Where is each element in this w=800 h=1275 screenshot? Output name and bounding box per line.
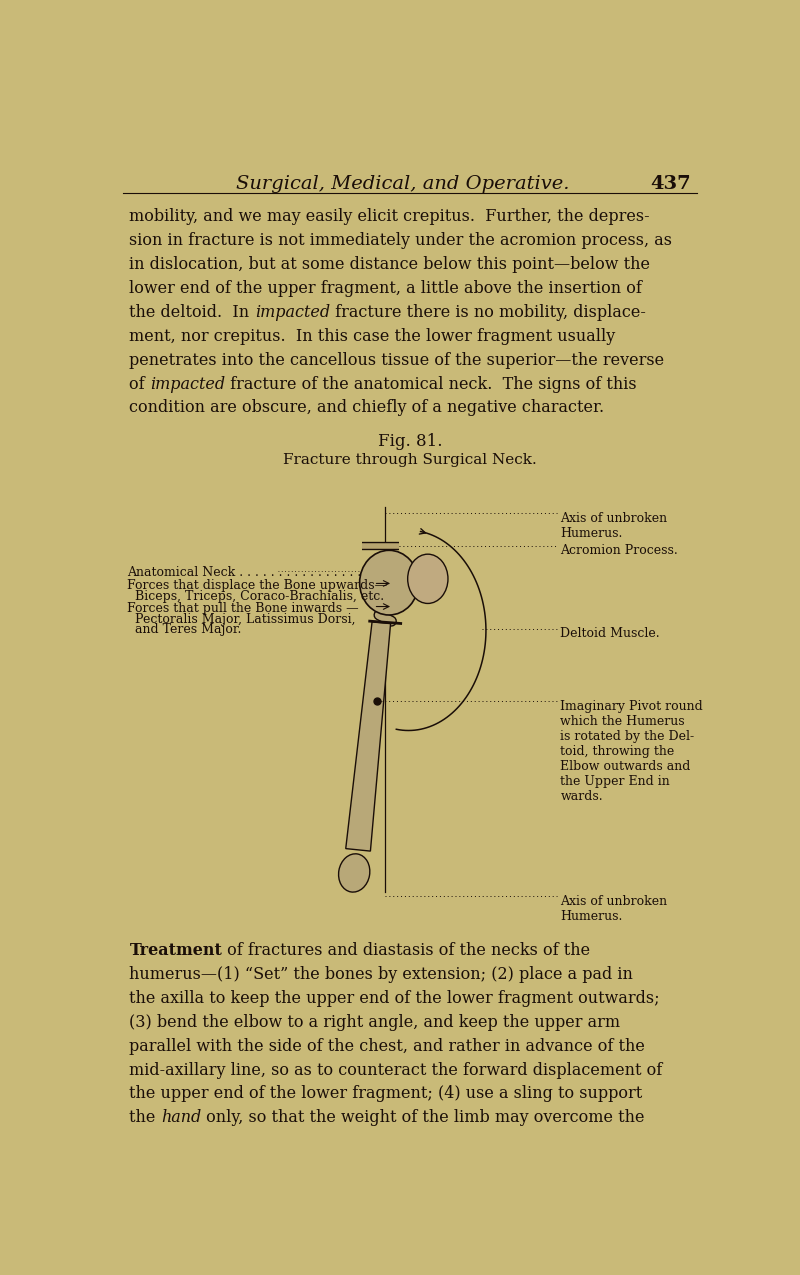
Text: Deltoid Muscle.: Deltoid Muscle. bbox=[560, 627, 660, 640]
Ellipse shape bbox=[408, 555, 448, 603]
Text: Acromion Process.: Acromion Process. bbox=[560, 544, 678, 557]
Text: impacted: impacted bbox=[254, 303, 330, 321]
Text: Fracture through Surgical Neck.: Fracture through Surgical Neck. bbox=[283, 453, 537, 467]
Text: of fractures and diastasis of the necks of the: of fractures and diastasis of the necks … bbox=[222, 942, 590, 959]
Text: impacted: impacted bbox=[150, 376, 226, 393]
Polygon shape bbox=[346, 622, 390, 852]
Text: Biceps, Triceps, Coraco-Brachialis, etc.: Biceps, Triceps, Coraco-Brachialis, etc. bbox=[135, 589, 384, 603]
Text: Axis of unbroken
Humerus.: Axis of unbroken Humerus. bbox=[560, 511, 667, 539]
Text: Treatment: Treatment bbox=[130, 942, 222, 959]
Text: and Teres Major.: and Teres Major. bbox=[135, 623, 242, 636]
Text: Axis of unbroken
Humerus.: Axis of unbroken Humerus. bbox=[560, 895, 667, 923]
Text: Surgical, Medical, and Operative.: Surgical, Medical, and Operative. bbox=[235, 175, 569, 193]
Text: penetrates into the cancellous tissue of the superior—the reverse: penetrates into the cancellous tissue of… bbox=[130, 352, 665, 368]
Text: mid-axillary line, so as to counteract the forward displacement of: mid-axillary line, so as to counteract t… bbox=[130, 1062, 662, 1079]
Text: mobility, and we may easily elicit crepitus.  Further, the depres-: mobility, and we may easily elicit crepi… bbox=[130, 208, 650, 226]
Text: fracture of the anatomical neck.  The signs of this: fracture of the anatomical neck. The sig… bbox=[226, 376, 637, 393]
Text: the upper end of the lower fragment; (4) use a sling to support: the upper end of the lower fragment; (4)… bbox=[130, 1085, 642, 1103]
Text: Forces that displace the Bone upwards—: Forces that displace the Bone upwards— bbox=[127, 579, 387, 592]
Text: in dislocation, but at some distance below this point—below the: in dislocation, but at some distance bel… bbox=[130, 256, 650, 273]
Ellipse shape bbox=[360, 551, 418, 615]
Text: the deltoid.  In: the deltoid. In bbox=[130, 303, 254, 321]
Text: Imaginary Pivot round
which the Humerus
is rotated by the Del-
toid, throwing th: Imaginary Pivot round which the Humerus … bbox=[560, 700, 703, 803]
Text: 437: 437 bbox=[650, 175, 690, 193]
Text: hand: hand bbox=[161, 1109, 202, 1126]
Text: lower end of the upper fragment, a little above the insertion of: lower end of the upper fragment, a littl… bbox=[130, 280, 642, 297]
Text: the: the bbox=[130, 1109, 161, 1126]
Text: Pectoralis Major, Latissimus Dorsi,: Pectoralis Major, Latissimus Dorsi, bbox=[135, 613, 355, 626]
Text: Forces that pull the Bone inwards —: Forces that pull the Bone inwards — bbox=[127, 602, 358, 615]
Text: the axilla to keep the upper end of the lower fragment outwards;: the axilla to keep the upper end of the … bbox=[130, 989, 660, 1007]
Text: Anatomical Neck . . . . . . . . . . . . . . . .: Anatomical Neck . . . . . . . . . . . . … bbox=[127, 566, 362, 580]
Text: sion in fracture is not immediately under the acromion process, as: sion in fracture is not immediately unde… bbox=[130, 232, 673, 250]
Ellipse shape bbox=[338, 854, 370, 892]
Text: only, so that the weight of the limb may overcome the: only, so that the weight of the limb may… bbox=[202, 1109, 645, 1126]
Text: condition are obscure, and chiefly of a negative character.: condition are obscure, and chiefly of a … bbox=[130, 399, 605, 417]
Text: (3) bend the elbow to a right angle, and keep the upper arm: (3) bend the elbow to a right angle, and… bbox=[130, 1014, 621, 1031]
Text: Fig. 81.: Fig. 81. bbox=[378, 432, 442, 450]
Text: fracture there is no mobility, displace-: fracture there is no mobility, displace- bbox=[330, 303, 646, 321]
Text: ment, nor crepitus.  In this case the lower fragment usually: ment, nor crepitus. In this case the low… bbox=[130, 328, 616, 344]
Text: parallel with the side of the chest, and rather in advance of the: parallel with the side of the chest, and… bbox=[130, 1038, 646, 1054]
Text: of: of bbox=[130, 376, 150, 393]
Text: humerus—(1) “Set” the bones by extension; (2) place a pad in: humerus—(1) “Set” the bones by extension… bbox=[130, 966, 634, 983]
